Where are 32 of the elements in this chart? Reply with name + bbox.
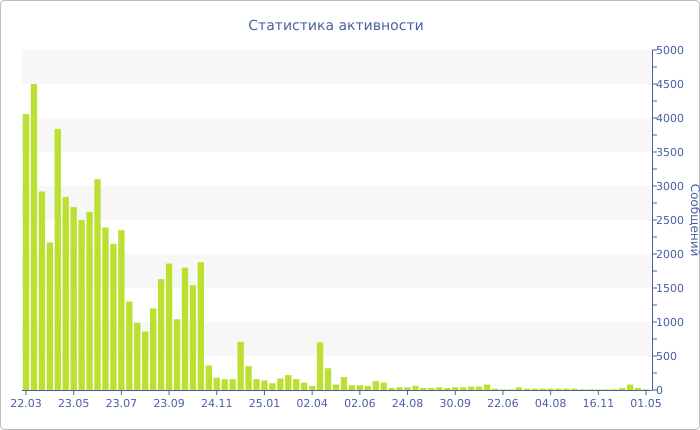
bar	[253, 379, 260, 390]
bar	[332, 384, 340, 390]
x-tick-label: 25.01	[248, 397, 280, 410]
x-tick-label: 23.07	[106, 397, 138, 410]
y-tick-label: 4000	[656, 112, 684, 125]
x-tick-label: 02.04	[296, 397, 328, 410]
bar	[174, 319, 180, 390]
y-tick-label: 3500	[656, 146, 684, 159]
y-tick-label: 0	[656, 384, 663, 397]
x-tick-label: 24.08	[392, 397, 424, 410]
y-tick-label: 500	[656, 350, 677, 363]
bar	[412, 386, 419, 390]
y-tick-label: 4500	[656, 78, 684, 91]
x-tick-label: 04.08	[534, 397, 566, 410]
y-tick-label: 1500	[656, 282, 684, 295]
x-tick-label: 22.03	[10, 397, 42, 410]
x-tick-label: 01.05	[630, 397, 662, 410]
y-tick-label: 2500	[656, 214, 684, 227]
x-tick-label: 02.06	[344, 397, 376, 410]
y-tick-label: 3000	[656, 180, 684, 193]
x-tick-label: 23.05	[58, 397, 90, 410]
y-axis-title: Сообщений	[688, 184, 700, 256]
x-tick-label: 23.09	[153, 397, 185, 410]
x-tick-label: 16.11	[582, 397, 614, 410]
bar	[94, 179, 101, 390]
x-tick-label: 22.06	[487, 397, 519, 410]
y-tick-label: 5000	[656, 44, 684, 57]
x-tick-label: 30.09	[439, 397, 471, 410]
x-tick-label: 24.11	[201, 397, 233, 410]
y-tick-label: 2000	[656, 248, 684, 261]
chart-title: Статистика активности	[248, 18, 424, 34]
y-tick-label: 1000	[656, 316, 684, 329]
